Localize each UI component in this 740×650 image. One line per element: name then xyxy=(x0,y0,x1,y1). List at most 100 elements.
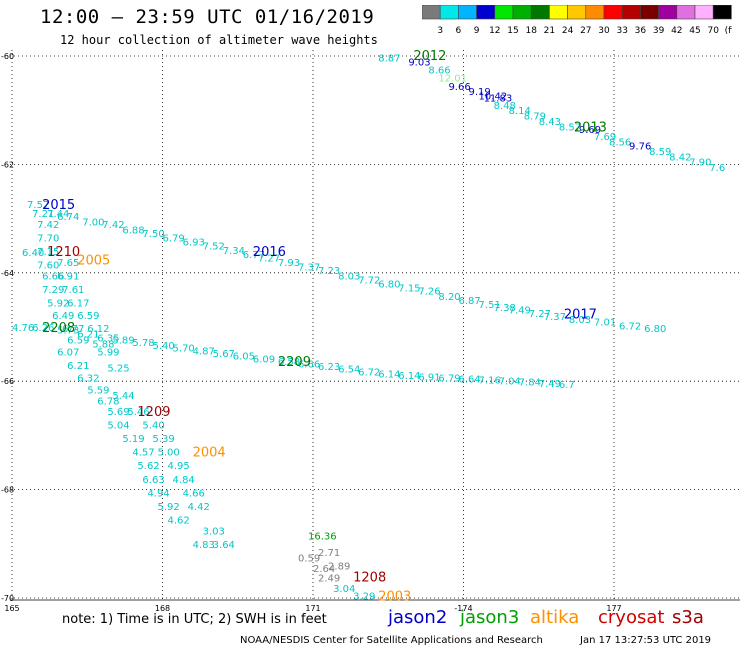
swh-value-label: 7.01 xyxy=(594,318,616,329)
swh-value-label: 0.59 xyxy=(298,553,320,564)
swh-value-label: 2.71 xyxy=(318,548,340,559)
swh-value-label: 5.99 xyxy=(97,347,119,358)
pass-time-label: 2012 xyxy=(413,49,446,64)
chart-title: 12:00 – 23:59 UTC 01/16/2019 xyxy=(40,6,375,28)
y-tick-label: -70 xyxy=(1,594,14,603)
swh-value-label: 7.51 xyxy=(479,300,501,311)
legend-jason3: jason3 xyxy=(460,607,520,628)
pass-time-label: 1209 xyxy=(137,405,170,420)
generated-timestamp: Jan 17 13:27:53 UTC 2019 xyxy=(580,635,712,646)
legend-tick-label: 3 xyxy=(437,26,443,36)
swh-value-label: 6.80 xyxy=(378,280,400,291)
x-tick-label: 168 xyxy=(155,604,170,613)
swh-value-label: 9.69 xyxy=(579,125,601,136)
swh-value-label: 6.14 xyxy=(378,370,400,381)
swh-value-label: 6.07 xyxy=(57,347,79,358)
legend-tick-label: 33 xyxy=(616,26,627,36)
swh-value-label: 16.36 xyxy=(308,532,337,543)
swh-value-label: 7.00 xyxy=(82,217,104,228)
swh-value-label: 7.37 xyxy=(544,312,566,323)
swh-value-label: 7.44 xyxy=(47,209,69,220)
swh-value-label: 4.84 xyxy=(173,475,195,486)
swh-value-label: 8.42 xyxy=(669,152,691,163)
legend-tick-label: 15 xyxy=(507,26,518,36)
pass-time-label: 2017 xyxy=(564,307,597,322)
swh-value-label: 7.26 xyxy=(418,287,440,298)
swh-value-label: 4.66 xyxy=(183,488,205,499)
swh-value-label: 7.84 xyxy=(519,378,541,389)
swh-value-label: 7.61 xyxy=(62,285,84,296)
swh-value-label: 7.42 xyxy=(37,220,59,231)
swh-value-label: 7.27 xyxy=(529,309,551,320)
swh-value-label: 7.70 xyxy=(37,234,59,245)
swh-value-label: 8.48 xyxy=(494,101,516,112)
y-tick-label: -62 xyxy=(1,160,14,169)
swh-value-label: 6.09 xyxy=(253,354,275,365)
x-tick-label: -174 xyxy=(454,604,472,613)
swh-value-label: 3.64 xyxy=(213,540,235,551)
x-tick-label: 171 xyxy=(305,604,320,613)
swh-value-label: 7.34 xyxy=(223,246,245,257)
swh-value-label: 6.93 xyxy=(183,237,205,248)
legend-altika: altika xyxy=(530,607,580,628)
swh-value-label: 6.49 xyxy=(52,311,74,322)
swh-value-label: 8.14 xyxy=(509,106,531,117)
swh-value-label: 6.35 xyxy=(97,333,119,344)
pass-time-label: 1208 xyxy=(353,570,386,585)
swh-value-label: 3.04 xyxy=(333,584,355,595)
swh-value-label: 8.59 xyxy=(649,147,671,158)
swh-value-label: 6.80 xyxy=(644,324,666,335)
swh-value-label: 5.46 xyxy=(127,407,149,418)
legend-s3a: s3a xyxy=(672,607,704,628)
swh-value-label: 6.17 xyxy=(67,299,89,310)
swh-value-label: 7.21 xyxy=(32,209,54,220)
swh-value-label: 8.03 xyxy=(338,272,360,283)
swh-value-label: 5.62 xyxy=(137,461,159,472)
swh-value-label: 7.6 xyxy=(709,163,725,174)
swh-value-label: 6.79 xyxy=(163,234,185,245)
swh-value-label: 6.87 xyxy=(458,296,480,307)
swh-value-label: 4.83 xyxy=(193,540,215,551)
swh-value-label: 6.66 xyxy=(298,359,320,370)
legend-tick-label: 12 xyxy=(489,26,500,36)
y-tick-label: -60 xyxy=(1,52,14,61)
legend-tick-label: 27 xyxy=(580,26,591,36)
swh-value-label: 8.66 xyxy=(428,66,450,77)
swh-value-label: 7.57 xyxy=(27,200,49,211)
legend-tick-label: (ft) xyxy=(725,26,732,36)
swh-value-label: 6.58 xyxy=(278,357,300,368)
swh-value-label: 6.59 xyxy=(77,311,99,322)
swh-value-label: 7.65 xyxy=(57,258,79,269)
y-tick-label: -64 xyxy=(1,269,14,278)
legend-jason2: jason2 xyxy=(388,607,448,628)
swh-value-label: 5.40 xyxy=(152,341,174,352)
swh-value-label: 6.91 xyxy=(57,272,79,283)
swh-value-label: 7.60 xyxy=(37,261,59,272)
swh-value-label: 6.88 xyxy=(122,225,144,236)
swh-value-label: 6.74 xyxy=(57,212,79,223)
swh-value-label: 8.79 xyxy=(524,112,546,123)
swh-value-label: 7.37 xyxy=(298,262,320,273)
swh-value-label: 7.50 xyxy=(142,229,164,240)
swh-value-label: 8.20 xyxy=(438,292,460,303)
legend-tick-label: 45 xyxy=(689,26,700,36)
swh-value-label: 5.59 xyxy=(87,385,109,396)
swh-value-label: 6.63 xyxy=(142,475,164,486)
swh-value-label: 7.23 xyxy=(318,266,340,277)
swh-value-label: 6.77 xyxy=(62,324,84,335)
swh-value-label: 6.14 xyxy=(398,371,420,382)
swh-value-label: 3.29 xyxy=(353,591,375,602)
swh-value-label: 7.15 xyxy=(398,283,420,294)
legend-tick-label: 70 xyxy=(707,26,719,36)
pass-time-label: 2209 xyxy=(278,355,311,370)
swh-value-label: 6.79 xyxy=(438,373,460,384)
swh-value-label: 5.40 xyxy=(142,421,164,432)
legend-tick-label: 30 xyxy=(598,26,610,36)
swh-value-label: 5.70 xyxy=(173,344,195,355)
swh-value-label: 3.03 xyxy=(203,526,225,537)
swh-value-label: 8.57 xyxy=(559,122,581,133)
swh-value-label: 4.42 xyxy=(188,502,210,513)
swh-value-label: 6.05 xyxy=(233,352,255,363)
